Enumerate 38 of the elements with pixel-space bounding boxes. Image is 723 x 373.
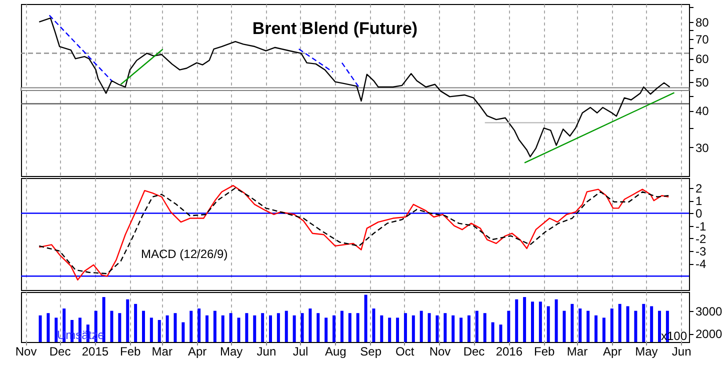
y-tick-label: 0	[696, 206, 702, 221]
y-tick-label: 2	[696, 182, 702, 196]
annotation: MACD (12/26/9)	[141, 247, 228, 261]
x-tick-label: May	[635, 344, 658, 358]
y-tick-label: 2000	[696, 327, 723, 342]
x-tick-label: Jul	[292, 344, 308, 358]
x-tick-label: Apr	[603, 344, 622, 358]
x-tick-label: Jun	[672, 344, 692, 358]
x-tick-label: Feb	[534, 344, 555, 358]
x-tick-label: Dec	[463, 344, 485, 358]
text: Brent Blend (Future)	[252, 19, 418, 38]
y-tick-label: 3000	[696, 304, 723, 318]
x-tick-label: Mar	[566, 344, 588, 358]
x-tick-label: Jun	[256, 344, 276, 358]
y-tick-label: 60	[696, 52, 710, 66]
y-tick-label: 30	[696, 140, 710, 155]
x-tick-label: Nov	[429, 344, 451, 358]
x-tick-label: Feb	[120, 344, 142, 358]
x-tick-label: Apr	[188, 344, 207, 358]
y-tick-label: 1	[696, 194, 702, 208]
y-tick-label: -1	[696, 219, 706, 234]
y-tick-label: 80	[696, 15, 710, 30]
x-tick-label: 2015	[82, 344, 109, 358]
x-tick-label: Mar	[152, 344, 172, 358]
line-series	[38, 18, 670, 158]
y-tick-label: 50	[696, 76, 710, 90]
y-tick-label: -3	[696, 244, 706, 258]
y-tick-label: -4	[696, 257, 706, 272]
x-tick-label: Oct	[396, 344, 415, 358]
y-tick-label: 40	[696, 104, 710, 118]
x-tick-label: 2016	[496, 344, 523, 358]
x-tick-label: May	[220, 344, 243, 358]
x-tick-label: Aug	[324, 344, 346, 358]
x-tick-label: Dec	[49, 344, 71, 358]
y-tick-label: -2	[696, 232, 706, 246]
x-tick-label: Nov	[15, 344, 37, 358]
x-tick-label: Sep	[360, 344, 382, 358]
y-tick-label: 70	[696, 32, 710, 46]
